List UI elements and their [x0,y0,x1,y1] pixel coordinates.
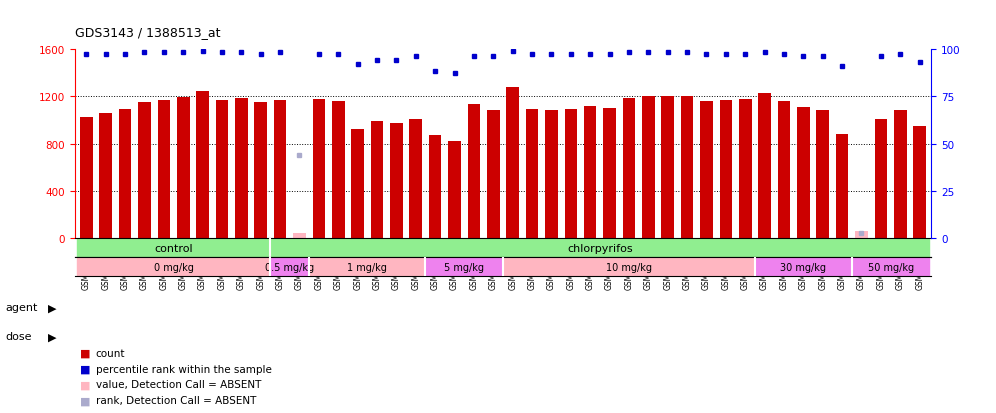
Text: control: control [154,243,193,253]
Bar [584,106,597,239]
Text: ■: ■ [80,364,91,374]
Bar [797,107,810,239]
Bar [77,239,271,258]
Bar [565,110,577,239]
Bar [739,100,752,239]
Bar [77,258,271,277]
Bar [196,92,209,239]
Text: ▶: ▶ [48,303,57,313]
Bar [506,88,519,239]
Text: value, Detection Call = ABSENT: value, Detection Call = ABSENT [96,380,261,389]
Bar [622,99,635,239]
Bar [503,258,755,277]
Text: 0.5 mg/kg: 0.5 mg/kg [265,262,315,272]
Bar [371,122,383,239]
Text: percentile rank within the sample: percentile rank within the sample [96,364,272,374]
Bar [235,99,248,239]
Bar [545,111,558,239]
Bar [390,123,402,239]
Text: GDS3143 / 1388513_at: GDS3143 / 1388513_at [75,26,220,39]
Text: ▶: ▶ [48,332,57,342]
Text: dose: dose [5,332,32,342]
Bar [856,232,868,239]
Bar [429,136,441,239]
Bar [352,130,364,239]
Text: 50 mg/kg: 50 mg/kg [868,262,913,272]
Bar [271,239,929,258]
Bar [661,97,674,239]
Bar [157,100,170,239]
Bar [755,258,852,277]
Text: ■: ■ [80,380,91,389]
Bar [100,114,112,239]
Text: rank, Detection Call = ABSENT: rank, Detection Call = ABSENT [96,395,256,405]
Bar [874,119,887,239]
Bar [313,100,325,239]
Bar [309,258,425,277]
Bar [719,101,732,239]
Bar [913,126,926,239]
Bar [409,119,422,239]
Bar [254,103,267,239]
Text: 1 mg/kg: 1 mg/kg [348,262,387,272]
Bar [448,142,461,239]
Bar [836,135,849,239]
Text: count: count [96,348,125,358]
Text: 30 mg/kg: 30 mg/kg [780,262,827,272]
Bar [467,105,480,239]
Bar [642,97,654,239]
Text: chlorpyrifos: chlorpyrifos [567,243,632,253]
Bar [700,102,713,239]
Text: ■: ■ [80,395,91,405]
Bar [894,111,906,239]
Bar [758,93,771,239]
Bar [604,109,616,239]
Text: ■: ■ [80,348,91,358]
Bar [778,102,790,239]
Text: agent: agent [5,303,38,313]
Bar [274,100,287,239]
Bar [138,103,150,239]
Text: 0 mg/kg: 0 mg/kg [153,262,193,272]
Bar [177,98,189,239]
Bar [119,110,131,239]
Bar [817,111,829,239]
Bar [80,118,93,239]
Bar [425,258,503,277]
Bar [293,233,306,239]
Bar [487,111,500,239]
Text: 10 mg/kg: 10 mg/kg [606,262,652,272]
Bar [271,258,309,277]
Bar [681,97,693,239]
Bar [852,258,929,277]
Bar [216,100,228,239]
Bar [332,102,345,239]
Bar [526,109,539,239]
Text: 5 mg/kg: 5 mg/kg [444,262,484,272]
